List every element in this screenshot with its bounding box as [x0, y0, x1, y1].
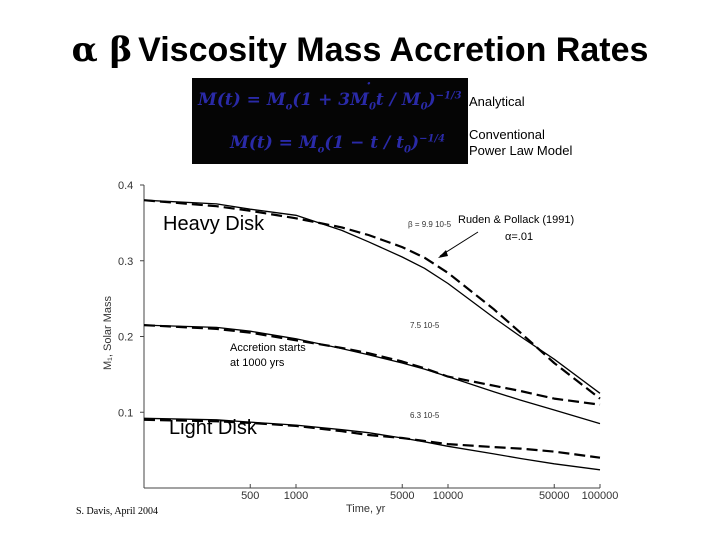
y-axis-label: M₁, Solar Mass: [102, 295, 114, 370]
y-tick-label: 0.4: [118, 180, 133, 192]
series-group: [143, 199, 601, 471]
heavy-disk-label: Heavy Disk: [163, 213, 265, 235]
beta-low-label: 6.3 10-5: [410, 411, 440, 420]
ruden-arrow-head: [438, 250, 448, 258]
x-tick-label: 50000: [539, 490, 570, 502]
series-line-6-dashed: [143, 418, 601, 459]
x-tick-label: 1000: [284, 490, 308, 502]
accretion-note-line2: at 1000 yrs: [230, 357, 285, 369]
y-tick-label: 0.3: [118, 256, 133, 268]
beta-mid-label: 7.5 10-5: [410, 321, 440, 330]
analytical-equation: M(t) = Mo(1 + 3M0t / M0)−1/3 ˙: [198, 80, 462, 113]
y-tick-label: 0.1: [118, 407, 133, 419]
accretion-note-line1: Accretion starts: [230, 342, 306, 354]
ruden-label-line1: Ruden & Pollack (1991): [458, 214, 574, 226]
conventional-label-line2: Power Law Model: [469, 143, 573, 158]
x-tick-label: 5000: [390, 490, 414, 502]
conventional-label-line1: Conventional: [469, 127, 545, 142]
series-line-3-solid: [143, 324, 601, 425]
light-disk-label: Light Disk: [169, 417, 258, 439]
x-tick-label: 100000: [582, 490, 619, 502]
equation-panel: M(t) = Mo(1 + 3M0t / M0)−1/3 ˙ M(t) = Mo(…: [192, 78, 468, 164]
series-line-4-dashed: [143, 324, 601, 406]
beta-top-label: β = 9.9 10-5: [408, 220, 452, 229]
x-ticks: 500 1000 5000 10000 50000 100000: [241, 484, 618, 502]
ruden-label-line2: α=.01: [505, 231, 533, 243]
y-tick-label: 0.2: [118, 332, 133, 344]
power-law-equation: M(t) = Mo(1 − t / t0)−1/4: [230, 133, 446, 156]
x-tick-label: 500: [241, 490, 259, 502]
conventional-label: Conventional Power Law Model: [469, 127, 572, 159]
slide-title: α β Viscosity Mass Accretion Rates: [0, 30, 720, 70]
series-line-2-dashed: [143, 199, 601, 400]
greek-letters: α β: [71, 30, 133, 70]
y-ticks: 0.4 0.3 0.2 0.1: [118, 180, 144, 419]
series-line-1-solid: [143, 199, 601, 394]
title-text: Viscosity Mass Accretion Rates: [138, 31, 649, 69]
analytical-label: Analytical: [469, 94, 525, 109]
author-credit: S. Davis, April 2004: [76, 506, 158, 517]
x-axis-label: Time, yr: [346, 503, 386, 515]
x-tick-label: 10000: [433, 490, 464, 502]
